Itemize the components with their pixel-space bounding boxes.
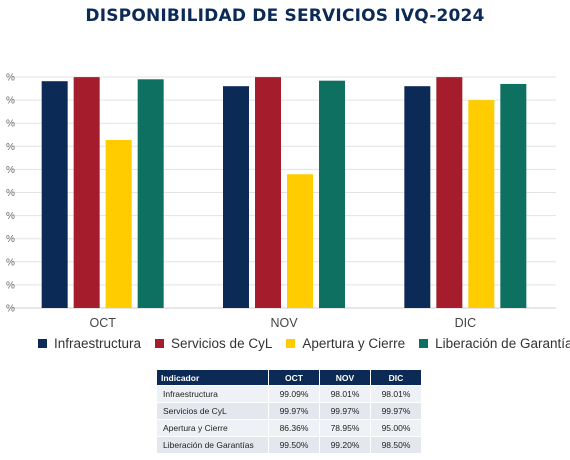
bar-chart: %%%%%%%%%%% OCT NOV DIC: [6, 73, 556, 330]
bar: [223, 86, 249, 308]
table-cell: 99.09%: [268, 385, 320, 403]
chart-legend: Infraestructura Servicios de CyL Apertur…: [38, 336, 570, 351]
bar: [287, 174, 313, 308]
legend-swatch: [155, 339, 165, 348]
table-cell: 98.01%: [319, 385, 371, 403]
table-cell: Infraestructura: [156, 385, 269, 403]
table-cell: 78.95%: [319, 419, 371, 437]
table-cell: 98.01%: [370, 385, 422, 403]
y-tick-label: %: [6, 142, 15, 153]
bar: [137, 79, 164, 308]
y-tick-label: %: [6, 211, 15, 222]
y-tick-label: %: [6, 304, 15, 315]
table-header: OCT: [268, 369, 320, 386]
legend-label: Servicios de CyL: [171, 336, 273, 351]
bar: [404, 86, 431, 308]
summary-table: Indicador OCT NOV DIC Infraestructura 99…: [156, 369, 422, 454]
y-tick-label: %: [6, 165, 15, 176]
y-tick-label: %: [6, 119, 15, 130]
table-cell: Liberación de Garantías: [156, 436, 269, 454]
legend-label: Liberación de Garantías: [435, 336, 570, 351]
table-header: NOV: [319, 369, 371, 386]
legend-item-liberacion: Liberación de Garantías: [419, 336, 570, 351]
y-tick-label: %: [6, 257, 15, 268]
table-header-row: Indicador OCT NOV DIC: [156, 369, 422, 386]
y-tick-label: %: [6, 73, 15, 84]
y-tick-label: %: [6, 188, 15, 199]
table-header: Indicador: [156, 369, 269, 386]
bar: [436, 77, 463, 308]
legend-label: Infraestructura: [54, 336, 142, 351]
bar: [73, 77, 100, 308]
y-tick-label: %: [6, 234, 15, 245]
table-cell: 86.36%: [268, 419, 320, 437]
table-cell: 95.00%: [370, 419, 422, 437]
x-tick-label: DIC: [455, 316, 477, 330]
table-cell: 98.50%: [370, 436, 422, 454]
legend-item-apertura: Apertura y Cierre: [286, 336, 405, 351]
table-cell: Apertura y Cierre: [156, 419, 269, 437]
bar: [255, 77, 281, 308]
y-tick-label: %: [6, 96, 15, 107]
table-cell: 99.97%: [268, 402, 320, 420]
bar: [41, 81, 68, 309]
table-cell: 99.97%: [370, 402, 422, 420]
table-cell: Servicios de CyL: [156, 402, 269, 420]
y-tick-label: %: [6, 280, 15, 291]
table-row: Servicios de CyL 99.97% 99.97% 99.97%: [156, 402, 422, 420]
legend-swatch: [38, 339, 47, 348]
legend-label: Apertura y Cierre: [302, 336, 406, 351]
bar: [468, 100, 495, 308]
chart-title: DISPONIBILIDAD DE SERVICIOS IVQ-2024: [85, 6, 485, 26]
bar: [500, 83, 527, 309]
bar: [105, 140, 132, 308]
legend-swatch: [419, 339, 429, 348]
legend-item-infraestructura: Infraestructura: [38, 336, 141, 351]
table-row: Apertura y Cierre 86.36% 78.95% 95.00%: [156, 419, 422, 437]
bar: [319, 80, 345, 308]
table-cell: 99.50%: [268, 436, 320, 454]
legend-swatch: [286, 339, 296, 348]
x-tick-label: NOV: [270, 316, 298, 330]
table-header: DIC: [370, 369, 422, 386]
table-row: Infraestructura 99.09% 98.01% 98.01%: [156, 385, 422, 403]
legend-item-servicios: Servicios de CyL: [155, 336, 272, 351]
table-cell: 99.20%: [319, 436, 371, 454]
table-cell: 99.97%: [319, 402, 371, 420]
table-row: Liberación de Garantías 99.50% 99.20% 98…: [156, 436, 422, 454]
x-tick-label: OCT: [89, 316, 116, 330]
